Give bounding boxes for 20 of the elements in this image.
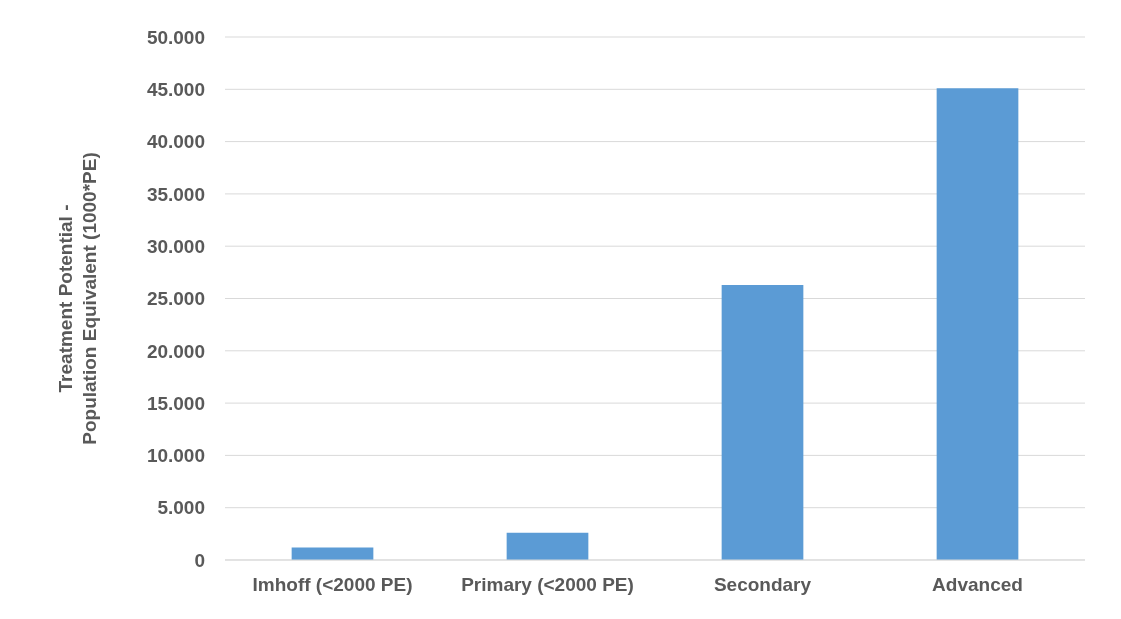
y-axis-title: Treatment Potential - Population Equivalent (1000*PE) <box>55 152 100 445</box>
y-tick-label: 30.000 <box>146 235 205 257</box>
bar <box>721 284 804 560</box>
y-tick-label: 20.000 <box>146 340 205 362</box>
y-tick-label: 0 <box>194 549 205 571</box>
y-tick-label: 15.000 <box>146 392 205 414</box>
y-tick-label: 25.000 <box>146 288 205 310</box>
bar <box>936 88 1019 560</box>
y-tick-label: 5.000 <box>157 497 205 519</box>
x-tick-label: Imhoff (<2000 PE) <box>252 574 413 596</box>
y-tick-label: 10.000 <box>146 445 205 467</box>
y-tick-label: 35.000 <box>146 183 205 205</box>
x-tick-label: Advanced <box>932 574 1023 596</box>
bar <box>291 547 374 560</box>
y-tick-label: 50.000 <box>146 26 205 48</box>
x-tick-label: Secondary <box>713 574 812 596</box>
x-tick-label: Primary (<2000 PE) <box>461 574 634 596</box>
bar <box>506 532 589 560</box>
y-tick-label: 40.000 <box>146 131 205 153</box>
y-tick-label: 45.000 <box>146 79 205 101</box>
